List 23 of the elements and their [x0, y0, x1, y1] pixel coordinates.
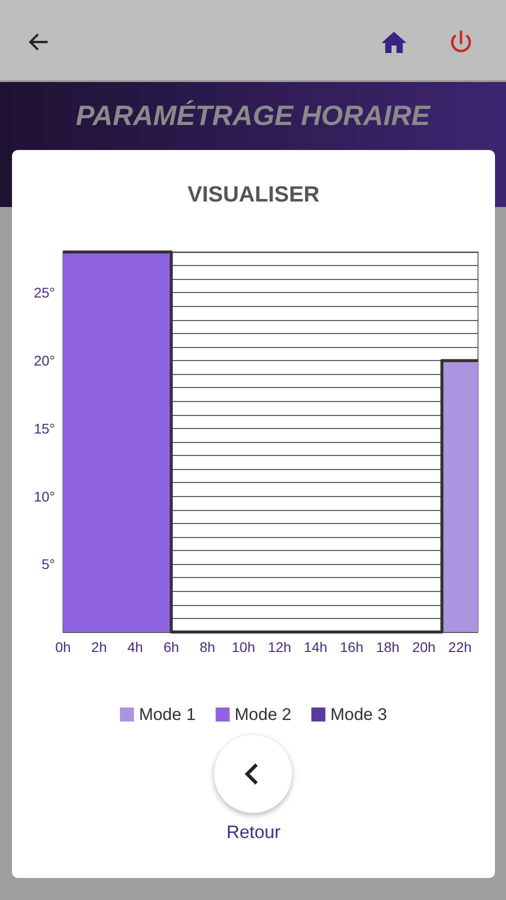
legend-label: Mode 2	[234, 705, 292, 724]
text: Retour	[225, 822, 282, 843]
x-tick-label: 6h	[163, 639, 180, 655]
x-tick-label: 18h	[376, 639, 400, 655]
y-tick-label: 25°	[34, 284, 55, 301]
x-tick-label: 2h	[91, 639, 107, 655]
x-tick-label: 22h	[448, 639, 472, 655]
x-tick-label: 8h	[200, 639, 216, 655]
chart-title: VISUALISER	[187, 182, 320, 206]
text: PARAMÉTRAGE HORAIRE	[74, 100, 432, 132]
x-tick-label: 14h	[304, 639, 328, 655]
x-tick-label: 16h	[340, 639, 364, 655]
y-tick-label: 10°	[34, 488, 55, 504]
y-tick-label: 5°	[42, 556, 55, 572]
x-tick-label: 4h	[127, 639, 143, 655]
y-tick-label: 20°	[34, 352, 55, 369]
x-tick-label: 20h	[412, 639, 436, 655]
y-tick-label: 15°	[34, 420, 55, 436]
legend-label: Mode 1	[138, 705, 196, 724]
legend-label: Mode 3	[330, 705, 388, 724]
x-tick-label: 10h	[232, 639, 256, 655]
x-tick-label: 12h	[268, 639, 292, 655]
x-tick-label: 0h	[55, 639, 71, 655]
